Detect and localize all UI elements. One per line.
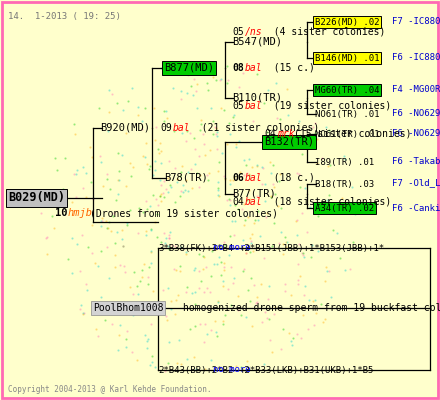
Text: (4 sister colonies): (4 sister colonies) (262, 27, 386, 37)
Text: I89(TR) .01: I89(TR) .01 (315, 158, 374, 166)
Text: 14.  1-2013 ( 19: 25): 14. 1-2013 ( 19: 25) (8, 12, 121, 21)
Text: Copyright 2004-2013 @ Karl Kehde Foundation.: Copyright 2004-2013 @ Karl Kehde Foundat… (8, 385, 212, 394)
Text: NO61(TR) .01: NO61(TR) .01 (315, 130, 379, 138)
Text: F6 -Takab93aR: F6 -Takab93aR (392, 158, 440, 166)
Text: 08: 08 (232, 63, 244, 73)
Text: (15 sister colonies): (15 sister colonies) (294, 129, 412, 139)
Text: B146(MD) .01: B146(MD) .01 (315, 54, 379, 62)
Text: A34(TR) .02: A34(TR) .02 (315, 204, 374, 212)
Text: (18 c.): (18 c.) (262, 173, 315, 183)
Text: no more: no more (213, 366, 250, 374)
Text: 3*B38(FK)+3*B4: 3*B38(FK)+3*B4 (158, 244, 233, 252)
Text: homogenized drone sperm from 19 buckfast colo: homogenized drone sperm from 19 buckfast… (183, 303, 440, 313)
Text: B78(TR): B78(TR) (164, 173, 208, 183)
Text: (18 sister colonies): (18 sister colonies) (262, 197, 392, 207)
Text: hmjb: hmjb (68, 208, 93, 218)
Text: (Drones from 19 sister colonies): (Drones from 19 sister colonies) (90, 208, 278, 218)
Text: 05: 05 (232, 101, 244, 111)
Text: bal: bal (173, 123, 191, 133)
Text: B920(MD): B920(MD) (100, 123, 150, 133)
Text: 04: 04 (264, 129, 276, 139)
Text: mrk: mrk (277, 129, 295, 139)
Text: B77(TR): B77(TR) (232, 189, 276, 199)
Text: 04: 04 (232, 197, 244, 207)
Text: F6 -Cankiri97Q: F6 -Cankiri97Q (392, 204, 440, 212)
Text: F7 -IC8806: F7 -IC8806 (392, 18, 440, 26)
Text: (19 sister colonies): (19 sister colonies) (262, 101, 392, 111)
Text: /ns: /ns (245, 27, 263, 37)
Text: B547(MD): B547(MD) (232, 37, 282, 47)
Text: B18(TR) .03: B18(TR) .03 (315, 180, 374, 188)
Text: 06: 06 (232, 173, 244, 183)
Text: 2*B43(BB)+2*B2: 2*B43(BB)+2*B2 (158, 366, 233, 374)
Text: no more: no more (213, 244, 250, 252)
Text: F4 -MG00R: F4 -MG00R (392, 86, 440, 94)
Text: B226(MD) .02: B226(MD) .02 (315, 18, 379, 26)
Text: B110(TR): B110(TR) (232, 93, 282, 103)
Text: MG60(TR) .04: MG60(TR) .04 (315, 86, 379, 94)
Text: bal: bal (245, 197, 263, 207)
Text: NO61(TR) .01: NO61(TR) .01 (315, 110, 379, 118)
Text: bal: bal (245, 63, 263, 73)
Text: F6 -IC8806: F6 -IC8806 (392, 54, 440, 62)
Text: 05: 05 (232, 27, 244, 37)
Text: F7 -Old_Lady: F7 -Old_Lady (392, 180, 440, 188)
Text: B029(MD): B029(MD) (8, 192, 65, 204)
Text: B877(MD): B877(MD) (164, 63, 214, 73)
Text: F6 -NO6294R: F6 -NO6294R (392, 110, 440, 118)
Text: B132(TR): B132(TR) (264, 137, 314, 147)
Text: 10: 10 (55, 208, 67, 218)
Text: bal: bal (245, 101, 263, 111)
Text: bal: bal (245, 173, 263, 183)
Text: (21 sister colonies): (21 sister colonies) (191, 123, 319, 133)
Text: F6 -NO6294R: F6 -NO6294R (392, 130, 440, 138)
Text: PoolBhom1008: PoolBhom1008 (93, 303, 164, 313)
Text: 09: 09 (160, 123, 172, 133)
Text: +2*B151(JBB)+1*B153(JBB)+1*: +2*B151(JBB)+1*B153(JBB)+1* (240, 244, 385, 252)
Text: (15 c.): (15 c.) (262, 63, 315, 73)
Text: +2*B33(LKB)+B31(UKB)+1*B5: +2*B33(LKB)+B31(UKB)+1*B5 (240, 366, 374, 374)
